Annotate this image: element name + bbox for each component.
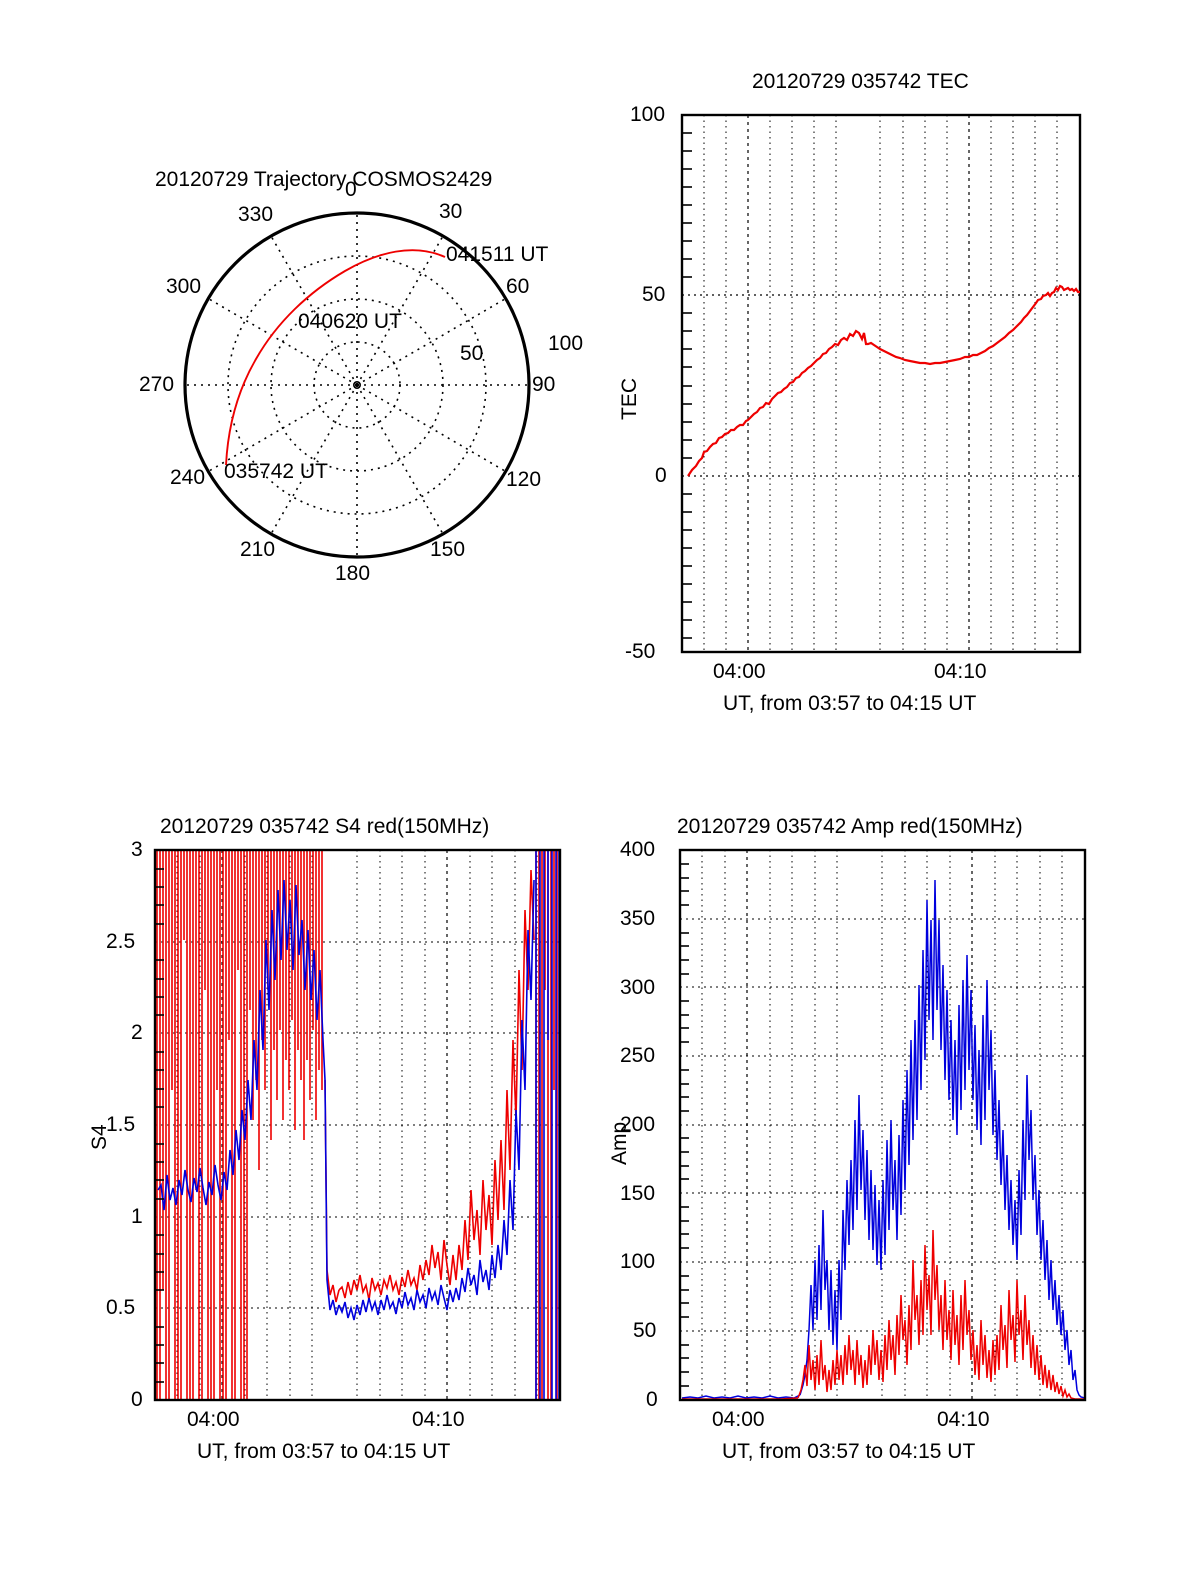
amp-xlabel: UT, from 03:57 to 04:15 UT <box>722 1440 976 1463</box>
polar-grid-spokes <box>185 213 529 557</box>
amp-frame <box>678 848 1087 1402</box>
tec-grid-major-x <box>747 115 970 652</box>
amp-ylabel: Amp <box>608 1121 631 1165</box>
s4-xtick-0400: 04:00 <box>187 1408 240 1431</box>
start-time-annotation: 035742 UT <box>224 460 328 483</box>
polar-radial-tick-100: 100 <box>548 332 584 355</box>
tec-yticks <box>682 132 692 639</box>
polar-tick-300: 300 <box>166 275 202 298</box>
polar-tick-180: 180 <box>335 562 371 585</box>
s4-xlabel: UT, from 03:57 to 04:15 UT <box>197 1440 451 1463</box>
tec-ytick-100: 100 <box>630 103 666 126</box>
polar-tick-30: 30 <box>439 200 463 223</box>
polar-tick-270: 270 <box>139 373 175 396</box>
s4-ytick-1: 1 <box>131 1205 143 1228</box>
end-time-annotation: 041511 UT <box>446 243 549 266</box>
trajectory-curve <box>225 249 446 466</box>
amp-ytick-50: 50 <box>633 1319 657 1342</box>
polar-tick-90: 90 <box>532 373 556 396</box>
trajectory-plot <box>183 211 531 559</box>
amp-ytick-200: 200 <box>620 1113 656 1136</box>
tec-xlabel: UT, from 03:57 to 04:15 UT <box>723 692 977 715</box>
s4-ytick-2: 2 <box>131 1021 143 1044</box>
s4-ytick-3: 3 <box>131 838 143 861</box>
s4-ytick-1p5: 1.5 <box>106 1113 136 1136</box>
panel-s4: 20120729 035742 S4 red(150MHz) <box>0 790 600 1480</box>
s4-ytick-2p5: 2.5 <box>106 930 136 953</box>
trajectory-title: 20120729 Trajectory COSMOS2429 <box>155 168 493 191</box>
s4-plot <box>153 848 562 1402</box>
tec-data-curve <box>687 284 1080 477</box>
tec-ytick-50: 50 <box>642 283 666 306</box>
s4-ytick-0p5: 0.5 <box>106 1296 136 1319</box>
s4-red-trace <box>156 850 560 1400</box>
amp-grid-y <box>680 918 1085 1332</box>
tec-grid-y <box>682 294 1080 477</box>
polar-tick-150: 150 <box>430 538 466 561</box>
s4-ylabel: S4 <box>88 1124 111 1150</box>
amp-ytick-0: 0 <box>646 1388 658 1411</box>
amp-ytick-150: 150 <box>620 1182 656 1205</box>
s4-blue-trace <box>157 850 560 1400</box>
tec-title: 20120729 035742 TEC <box>752 70 969 93</box>
s4-frame <box>153 848 562 1402</box>
amp-ytick-300: 300 <box>620 976 656 999</box>
tec-xtick-0400: 04:00 <box>713 660 766 683</box>
polar-radial-tick-50: 50 <box>460 342 484 365</box>
amp-ytick-100: 100 <box>620 1250 656 1273</box>
s4-yticks <box>155 868 164 1383</box>
s4-ytick-0: 0 <box>131 1388 143 1411</box>
tec-ylabel: TEC <box>618 378 641 420</box>
tec-ytick-neg50: -50 <box>625 640 656 663</box>
s4-title: 20120729 035742 S4 red(150MHz) <box>160 815 490 838</box>
tec-xtick-0410: 04:10 <box>934 660 987 683</box>
amp-red-trace <box>682 1229 1085 1400</box>
panel-amp: 20120729 035742 Amp red(150MHz) <box>600 790 1200 1480</box>
amp-ytick-250: 250 <box>620 1044 656 1067</box>
tec-plot <box>680 113 1082 654</box>
tec-ytick-0: 0 <box>655 464 667 487</box>
tec-grid-minor-x <box>703 115 1058 652</box>
amp-xtick-0410: 04:10 <box>937 1408 990 1431</box>
amp-title: 20120729 035742 Amp red(150MHz) <box>677 815 1023 838</box>
polar-tick-240: 240 <box>170 466 206 489</box>
polar-tick-60: 60 <box>506 275 530 298</box>
amp-ytick-350: 350 <box>620 907 656 930</box>
polar-tick-210: 210 <box>240 538 276 561</box>
s4-xtick-0410: 04:10 <box>412 1408 465 1431</box>
amp-blue-trace <box>681 879 1085 1399</box>
polar-center-marker <box>352 380 361 389</box>
panel-tec: 20120729 035742 TEC <box>600 0 1200 730</box>
amp-plot <box>678 848 1087 1402</box>
amp-xtick-0400: 04:00 <box>712 1408 765 1431</box>
polar-tick-330: 330 <box>238 203 274 226</box>
polar-grid-circle-75 <box>227 255 487 515</box>
polar-outer-circle <box>183 211 531 559</box>
tec-frame <box>680 113 1082 654</box>
amp-ytick-400: 400 <box>620 838 656 861</box>
polar-tick-120: 120 <box>506 468 542 491</box>
amp-yticks <box>680 863 689 1387</box>
polar-tick-0: 0 <box>345 178 357 201</box>
s4-grid-minor-x <box>176 850 538 1400</box>
mid-time-annotation: 040620 UT <box>298 310 402 333</box>
panel-trajectory: 20120729 Trajectory COSMOS2429 0 <box>0 0 600 700</box>
